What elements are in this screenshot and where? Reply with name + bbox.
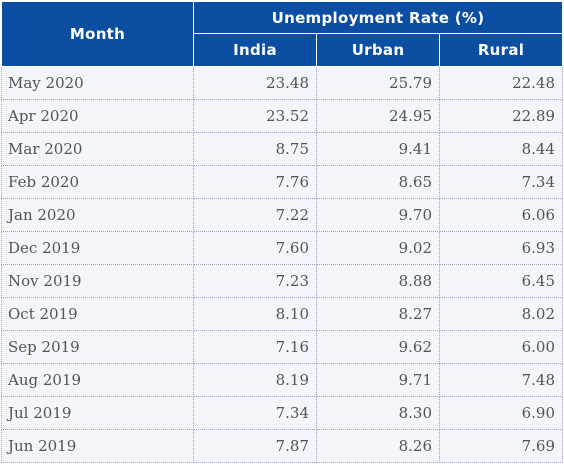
- table-row: Mar 2020 8.75 9.41 8.44: [1, 132, 564, 166]
- urban-rate-cell: 8.30: [316, 396, 440, 430]
- month-cell: Jan 2020: [1, 198, 194, 232]
- urban-rate-cell: 25.79: [316, 66, 440, 100]
- india-rate-cell: 8.19: [193, 363, 317, 397]
- urban-rate-cell: 8.27: [316, 297, 440, 331]
- india-rate-cell: 7.76: [193, 165, 317, 199]
- urban-rate-cell: 9.62: [316, 330, 440, 364]
- rural-rate-cell: 6.90: [438, 396, 564, 430]
- table-row: Jan 2020 7.22 9.70 6.06: [1, 198, 564, 232]
- urban-rate-cell: 24.95: [316, 99, 440, 133]
- rural-rate-cell: 22.89: [438, 99, 564, 133]
- rural-rate-cell: 7.48: [438, 363, 564, 397]
- month-cell: Feb 2020: [1, 165, 194, 199]
- india-rate-cell: 23.52: [193, 99, 317, 133]
- india-rate-cell: 7.22: [193, 198, 317, 232]
- rural-rate-cell: 6.45: [438, 264, 564, 298]
- table-row: Feb 2020 7.76 8.65 7.34: [1, 165, 564, 199]
- table-row: Jul 2019 7.34 8.30 6.90: [1, 396, 564, 430]
- urban-rate-cell: 8.26: [316, 429, 440, 463]
- rural-rate-cell: 8.02: [438, 297, 564, 331]
- month-column-header: Month: [1, 1, 194, 67]
- urban-rate-cell: 8.65: [316, 165, 440, 199]
- india-rate-cell: 8.75: [193, 132, 317, 166]
- table-row: May 2020 23.48 25.79 22.48: [1, 66, 564, 100]
- table-row: Jun 2019 7.87 8.26 7.69: [1, 429, 564, 463]
- urban-rate-cell: 8.88: [316, 264, 440, 298]
- table-row: Dec 2019 7.60 9.02 6.93: [1, 231, 564, 265]
- urban-rate-cell: 9.41: [316, 132, 440, 166]
- month-cell: Oct 2019: [1, 297, 194, 331]
- table-row: Sep 2019 7.16 9.62 6.00: [1, 330, 564, 364]
- month-cell: Dec 2019: [1, 231, 194, 265]
- month-cell: Nov 2019: [1, 264, 194, 298]
- month-cell: Sep 2019: [1, 330, 194, 364]
- month-cell: Jul 2019: [1, 396, 194, 430]
- rural-rate-cell: 6.93: [438, 231, 564, 265]
- india-rate-cell: 7.60: [193, 231, 317, 265]
- unemployment-rate-group-header: Unemployment Rate (%): [192, 1, 564, 34]
- india-rate-cell: 23.48: [193, 66, 317, 100]
- urban-rate-cell: 9.71: [316, 363, 440, 397]
- rural-rate-cell: 7.34: [438, 165, 564, 199]
- india-rate-cell: 7.23: [193, 264, 317, 298]
- month-cell: Apr 2020: [1, 99, 194, 133]
- rural-rate-cell: 6.06: [438, 198, 564, 232]
- rural-rate-cell: 8.44: [438, 132, 564, 166]
- table-row: Aug 2019 8.19 9.71 7.48: [1, 363, 564, 397]
- month-cell: Mar 2020: [1, 132, 194, 166]
- rural-rate-cell: 22.48: [438, 66, 564, 100]
- india-rate-cell: 8.10: [193, 297, 317, 331]
- india-rate-cell: 7.16: [193, 330, 317, 364]
- urban-rate-cell: 9.70: [316, 198, 440, 232]
- india-rate-cell: 7.34: [193, 396, 317, 430]
- table-row: Apr 2020 23.52 24.95 22.89: [1, 99, 564, 133]
- rural-column-header: Rural: [438, 33, 564, 67]
- table-body: May 2020 23.48 25.79 22.48 Apr 2020 23.52 24.9…: [1, 66, 564, 463]
- header-row-top: Month Unemployment Rate (%): [1, 1, 564, 67]
- month-cell: May 2020: [1, 66, 194, 100]
- table-row: Oct 2019 8.10 8.27 8.02: [1, 297, 564, 331]
- month-cell: Aug 2019: [1, 363, 194, 397]
- table-row: Nov 2019 7.23 8.88 6.45: [1, 264, 564, 298]
- rural-rate-cell: 7.69: [438, 429, 564, 463]
- header-row-sub: India Urban Rural: [2, 33, 564, 67]
- india-column-header: India: [193, 33, 317, 67]
- urban-column-header: Urban: [316, 33, 440, 67]
- urban-rate-cell: 9.02: [316, 231, 440, 265]
- unemployment-table: Month Unemployment Rate (%) India Urban …: [1, 1, 564, 463]
- rural-rate-cell: 6.00: [438, 330, 564, 364]
- month-cell: Jun 2019: [1, 429, 194, 463]
- india-rate-cell: 7.87: [193, 429, 317, 463]
